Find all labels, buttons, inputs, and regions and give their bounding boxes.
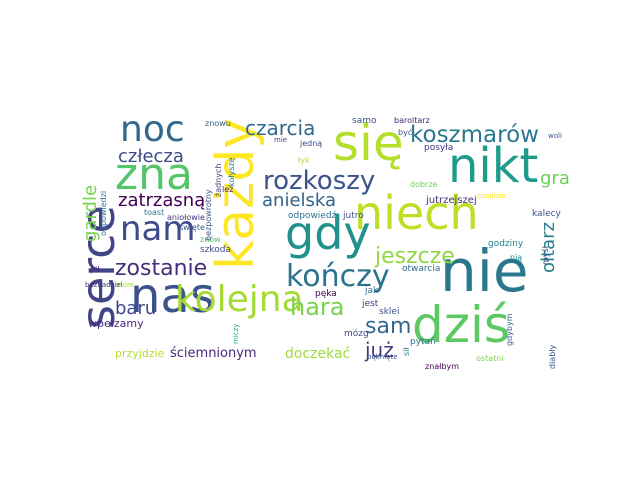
word: znów — [200, 235, 221, 244]
word: gardle — [80, 184, 101, 242]
word: się — [333, 114, 404, 172]
word: zna — [115, 149, 193, 200]
word: toast — [144, 208, 165, 217]
word: kalecy — [532, 209, 561, 219]
word: mie — [274, 136, 288, 144]
word: gdy — [285, 206, 371, 260]
word: mózg — [344, 329, 369, 339]
word: kolejna — [175, 279, 304, 320]
word: sam — [365, 314, 412, 339]
word: miczy — [232, 323, 240, 344]
word: żadnych — [214, 163, 223, 197]
word: kołyszę — [227, 157, 236, 187]
word: rozkoszy — [263, 166, 376, 196]
word: które — [116, 281, 135, 289]
word: beznadziei — [85, 281, 123, 289]
word: posyła — [424, 143, 454, 153]
word: jedną — [300, 139, 323, 148]
word: gdybym — [505, 313, 514, 347]
word: pęka — [315, 289, 337, 299]
word: zatrzasną — [118, 190, 206, 211]
word: baru — [115, 298, 157, 319]
word: gra — [540, 168, 570, 189]
word: jutro — [343, 211, 364, 221]
word: być — [398, 128, 413, 137]
word: lez — [222, 185, 234, 194]
word: doczekać — [285, 346, 351, 362]
word: jest — [362, 299, 379, 309]
word: znałbym — [425, 362, 460, 371]
word: nas — [130, 268, 215, 324]
word: bezpowrotny — [204, 189, 213, 241]
word: odpowiedź — [288, 211, 337, 221]
word: diabły — [548, 344, 557, 369]
word: koszmarów — [410, 122, 539, 148]
word: pęknięte — [367, 353, 398, 361]
word: samo — [352, 116, 377, 126]
word: nikt — [448, 138, 539, 194]
word: dziś — [412, 296, 510, 354]
word: znajdzie — [477, 192, 506, 200]
word: sił — [402, 347, 411, 356]
word: nie — [440, 237, 529, 305]
word: myśl — [541, 246, 550, 265]
word: pił — [90, 265, 100, 274]
word: jutrzejszej — [426, 195, 477, 206]
word: noc — [120, 109, 185, 150]
word: jeszcze — [375, 244, 455, 269]
word: jak — [365, 286, 379, 296]
word: dobrze — [410, 180, 438, 189]
word: sklei — [379, 307, 400, 317]
word: święte — [179, 223, 205, 232]
word: znowu — [205, 119, 231, 128]
word: aniołowie — [167, 213, 205, 222]
word: przyjdzie — [115, 347, 165, 360]
word: baroltarz — [394, 116, 430, 125]
word: niech — [354, 186, 479, 240]
word: nią — [510, 253, 523, 262]
word: woli — [548, 132, 562, 140]
word: zostanie — [115, 256, 208, 281]
word: człecza — [118, 146, 184, 167]
word: anielska — [262, 190, 337, 211]
word: kończy — [286, 259, 390, 294]
word: otwarcia — [402, 264, 441, 274]
word: już — [365, 338, 394, 362]
word: wpełzamy — [88, 317, 144, 330]
word: czarcia — [245, 116, 316, 140]
word: odpowiedzi — [99, 190, 108, 236]
word: pytań — [410, 337, 436, 347]
word: ściemnionym — [170, 346, 257, 361]
word: szkoda — [200, 245, 232, 255]
word: hara — [290, 293, 345, 321]
word: godziny — [488, 239, 524, 249]
word: nam — [120, 209, 196, 249]
word: łyk — [298, 156, 310, 165]
word: ostatni — [476, 354, 504, 363]
